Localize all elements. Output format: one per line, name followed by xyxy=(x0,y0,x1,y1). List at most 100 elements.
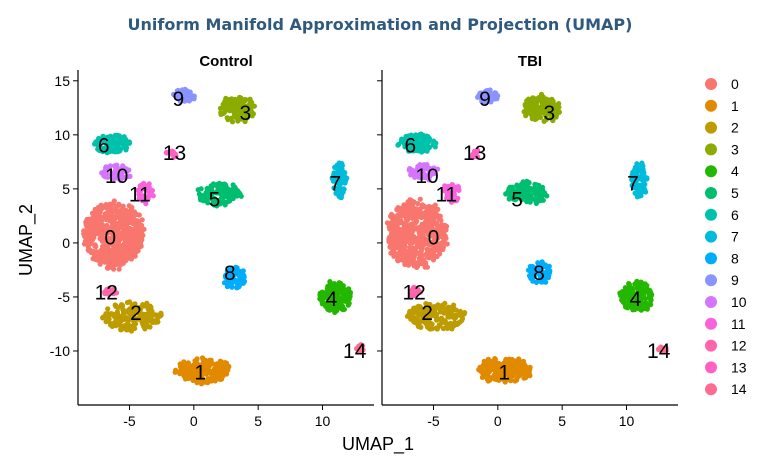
data-point xyxy=(222,182,228,188)
data-point xyxy=(90,256,96,262)
legend-swatch xyxy=(705,208,717,221)
data-point xyxy=(410,206,416,212)
data-point xyxy=(205,380,211,386)
data-point xyxy=(418,243,424,249)
data-point xyxy=(130,220,136,227)
data-point xyxy=(345,288,351,294)
data-point xyxy=(200,198,207,204)
data-point xyxy=(410,227,416,233)
data-point xyxy=(113,290,120,296)
data-point xyxy=(204,186,210,192)
legend-swatch xyxy=(705,252,717,265)
data-point xyxy=(83,219,89,225)
data-point xyxy=(239,272,245,278)
data-point xyxy=(427,250,433,257)
x-tick-label: 0 xyxy=(494,413,502,429)
data-point xyxy=(418,134,424,140)
data-point xyxy=(237,280,243,286)
data-point xyxy=(217,358,223,364)
x-tick-label: 10 xyxy=(315,413,331,429)
data-point xyxy=(105,306,111,312)
data-point xyxy=(111,253,117,259)
data-point xyxy=(100,223,106,229)
data-point xyxy=(91,217,97,223)
data-point xyxy=(104,174,110,180)
data-point xyxy=(198,369,204,375)
data-point xyxy=(332,307,338,313)
data-point xyxy=(121,134,127,140)
legend-label: 0 xyxy=(731,76,739,92)
data-point xyxy=(434,212,440,218)
data-point xyxy=(404,313,410,319)
y-axis-label: UMAP_2 xyxy=(16,204,37,276)
data-point xyxy=(329,298,335,304)
legend-item-4: 4 xyxy=(705,163,739,179)
data-point xyxy=(641,181,647,188)
legend-item-11: 11 xyxy=(705,316,746,332)
data-point xyxy=(203,190,209,196)
data-point xyxy=(140,197,146,204)
data-point xyxy=(395,142,401,148)
data-point xyxy=(217,201,223,207)
data-point xyxy=(330,176,336,183)
legend-label: 5 xyxy=(731,185,739,201)
legend-swatch xyxy=(705,165,717,178)
data-point xyxy=(196,364,202,370)
data-point xyxy=(452,312,458,318)
data-point xyxy=(228,189,234,195)
data-point xyxy=(402,220,408,226)
data-point xyxy=(336,290,342,296)
data-point xyxy=(121,248,128,254)
legend-swatch xyxy=(705,383,717,396)
data-point xyxy=(222,105,228,111)
data-point xyxy=(514,377,520,383)
cluster-5-points xyxy=(195,180,244,209)
cluster-label-13: 13 xyxy=(163,142,186,165)
data-point xyxy=(132,325,138,331)
data-point xyxy=(425,207,432,213)
cluster-6-points xyxy=(395,131,439,155)
data-point xyxy=(227,104,233,110)
data-point xyxy=(115,142,121,148)
data-point xyxy=(211,202,217,208)
data-point xyxy=(223,371,230,377)
legend-label: 3 xyxy=(731,141,739,157)
data-point xyxy=(122,236,128,243)
legend-label: 6 xyxy=(731,207,739,223)
data-point xyxy=(451,302,457,308)
data-point xyxy=(226,96,233,103)
data-point xyxy=(425,144,432,150)
data-point xyxy=(85,233,91,239)
data-point xyxy=(438,315,444,321)
cluster-label-5: 5 xyxy=(209,189,221,212)
x-tick-label: 5 xyxy=(558,413,566,429)
cluster-9-points xyxy=(171,86,197,105)
data-point xyxy=(434,253,440,260)
data-point xyxy=(112,322,118,328)
cluster-2-points xyxy=(100,299,164,334)
data-point xyxy=(109,220,115,226)
data-point xyxy=(213,362,219,368)
data-point xyxy=(149,319,155,325)
cluster-3-points xyxy=(217,94,257,125)
data-point xyxy=(438,241,445,247)
data-point xyxy=(205,364,211,370)
data-point xyxy=(111,225,117,231)
data-point xyxy=(129,255,135,261)
data-point xyxy=(523,113,529,119)
cluster-label-5: 5 xyxy=(511,189,523,212)
data-point xyxy=(117,248,124,254)
data-point xyxy=(139,217,145,223)
data-point xyxy=(194,369,200,375)
data-point xyxy=(393,225,399,231)
data-point xyxy=(97,261,103,267)
data-point xyxy=(103,238,109,244)
data-point xyxy=(226,194,232,200)
data-point xyxy=(401,244,407,250)
data-point xyxy=(130,215,136,221)
cluster-label-2: 2 xyxy=(421,302,433,325)
legend-swatch xyxy=(705,187,717,199)
data-point xyxy=(191,376,197,382)
data-point xyxy=(457,319,463,325)
cluster-label-10: 10 xyxy=(105,165,128,188)
